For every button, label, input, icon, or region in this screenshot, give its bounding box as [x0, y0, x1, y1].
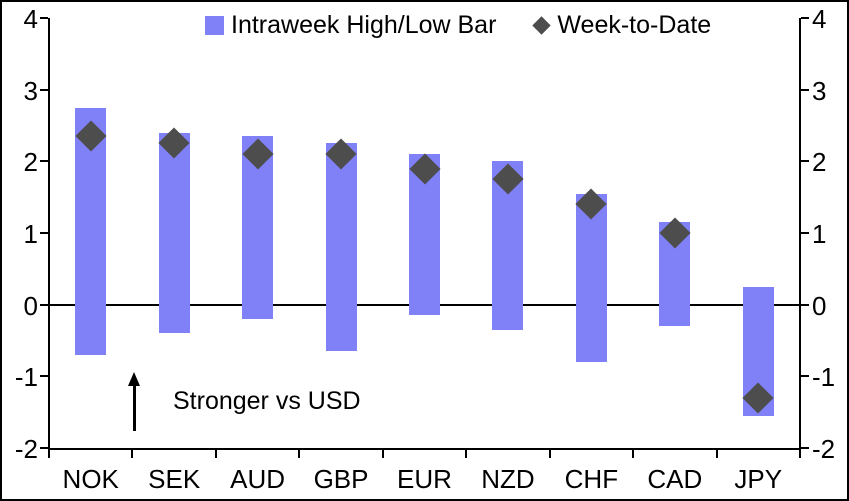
x-category-label-NZD: NZD — [481, 464, 535, 494]
x-tick — [381, 450, 384, 458]
y-tick-label-left: 3 — [23, 75, 38, 106]
range-bar-GBP — [325, 143, 357, 352]
x-axis — [48, 448, 801, 450]
y-tick-label-left: -2 — [14, 434, 38, 464]
annotation-stronger-vs-usd: Stronger vs USD — [173, 387, 361, 415]
legend-label-intraweek-bar: Intraweek High/Low Bar — [231, 11, 497, 39]
x-category-label-EUR: EUR — [397, 464, 452, 494]
y-tick-label-right: 1 — [812, 219, 827, 249]
y-tick-label-right: 2 — [812, 147, 827, 178]
x-tick — [715, 450, 718, 458]
y-tick-right — [801, 160, 809, 163]
x-category-label-CHF: CHF — [564, 464, 619, 494]
y-tick-left — [40, 303, 48, 306]
range-bar-SEK — [158, 132, 190, 334]
y-tick-right — [801, 303, 809, 306]
y-tick-label-right: -2 — [812, 434, 836, 464]
y-tick-label-left: 1 — [23, 219, 38, 249]
up-arrow-icon — [128, 372, 140, 386]
x-tick — [214, 450, 217, 458]
y-tick-right — [801, 447, 809, 449]
legend: Intraweek High/Low Bar Week-to-Date — [205, 11, 711, 39]
y-tick-right — [801, 17, 809, 19]
x-category-label-JPY: JPY — [734, 464, 783, 494]
diamond-marker-icon — [532, 15, 552, 35]
bar-swatch-icon — [205, 15, 224, 35]
y-tick-label-right: 0 — [812, 290, 827, 321]
x-tick — [465, 450, 468, 458]
y-tick-left — [40, 232, 48, 234]
y-tick-right — [801, 375, 809, 378]
y-axis-left — [48, 18, 50, 450]
x-tick — [632, 450, 635, 458]
x-tick — [799, 450, 801, 458]
y-tick-right — [801, 88, 809, 91]
x-tick — [131, 450, 134, 458]
legend-label-week-to-date: Week-to-Date — [557, 11, 712, 39]
legend-item-intraweek-bar: Intraweek High/Low Bar — [205, 11, 496, 39]
x-category-label-GBP: GBP — [313, 464, 369, 494]
y-tick-right — [801, 232, 809, 234]
y-tick-left — [40, 375, 48, 378]
y-tick-label-left: 2 — [23, 147, 38, 178]
y-tick-left — [40, 88, 48, 91]
x-category-label-SEK: SEK — [148, 464, 201, 494]
y-tick-label-right: 4 — [812, 4, 827, 34]
y-tick-left — [40, 17, 48, 19]
y-tick-label-left: -1 — [14, 362, 38, 393]
y-tick-label-right: 3 — [812, 75, 827, 106]
y-tick-label-right: -1 — [812, 362, 836, 393]
x-category-label-AUD: AUD — [230, 464, 286, 494]
y-axis-right — [799, 18, 801, 450]
x-tick — [548, 450, 551, 458]
y-tick-label-left: 0 — [23, 290, 38, 321]
x-category-label-NOK: NOK — [62, 464, 119, 494]
legend-item-week-to-date: Week-to-Date — [532, 11, 711, 39]
range-bar-CHF — [575, 193, 607, 362]
y-tick-left — [40, 160, 48, 163]
y-tick-label-left: 4 — [23, 4, 38, 34]
x-category-label-CAD: CAD — [647, 464, 703, 494]
y-tick-left — [40, 447, 48, 449]
up-arrow-stem — [133, 384, 136, 431]
x-tick — [298, 450, 301, 458]
x-tick — [48, 450, 50, 458]
